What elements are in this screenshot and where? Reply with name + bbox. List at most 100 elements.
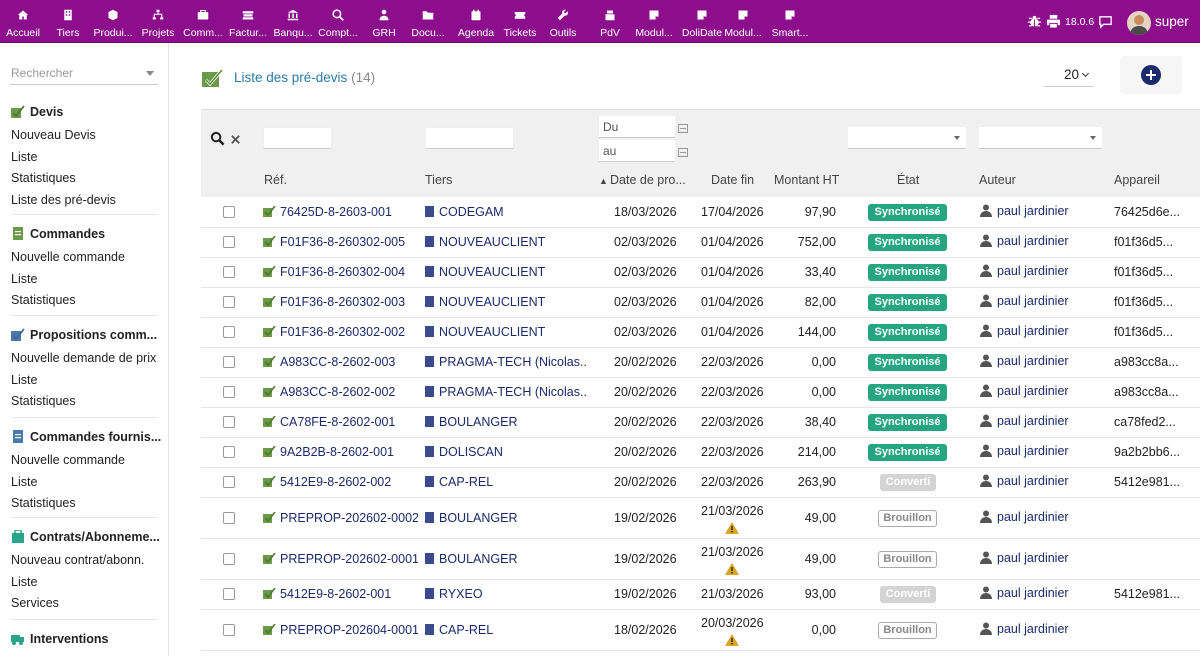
ref-link[interactable]: CA78FE-8-2602-001	[263, 415, 418, 429]
row-checkbox[interactable]	[223, 296, 235, 308]
sidebar-link[interactable]: Statistiques	[11, 171, 76, 186]
top-menu-item[interactable]: Banqu...	[272, 0, 314, 43]
col-header-tiers[interactable]: Tiers	[425, 173, 453, 187]
sidebar-section-title[interactable]: Devis	[11, 105, 63, 119]
top-menu-item[interactable]: Modul...	[633, 0, 675, 43]
sidebar-link[interactable]: Liste des pré-devis	[11, 192, 116, 207]
ref-link[interactable]: PREPROP-202604-0001	[263, 623, 418, 637]
tiers-link[interactable]: PRAGMA-TECH (Nicolas...	[425, 385, 588, 399]
top-menu-item[interactable]: GRH	[370, 0, 398, 43]
author-link[interactable]: paul jardinier	[980, 234, 1069, 248]
top-menu-item[interactable]: PdV	[592, 0, 628, 43]
top-menu-item[interactable]: DoliDate	[680, 0, 724, 43]
row-checkbox[interactable]	[223, 624, 235, 636]
sidebar-link[interactable]: Statistiques	[11, 496, 76, 511]
sidebar-search-select[interactable]: Rechercher	[10, 63, 158, 85]
ref-link[interactable]: PREPROP-202602-0001	[263, 552, 418, 566]
author-link[interactable]: paul jardinier	[980, 294, 1069, 308]
ref-link[interactable]: 9A2B2B-8-2602-001	[263, 445, 418, 459]
sidebar-link[interactable]: Liste	[11, 574, 38, 589]
ref-link[interactable]: F01F36-8-260302-002	[263, 325, 418, 339]
top-menu-item[interactable]: Tickets	[500, 0, 540, 43]
top-menu-item[interactable]: Docu...	[408, 0, 448, 43]
row-checkbox[interactable]	[223, 446, 235, 458]
tiers-link[interactable]: CODEGAM	[425, 205, 588, 219]
col-header-date-fin[interactable]: Date fin	[711, 173, 755, 187]
row-checkbox[interactable]	[223, 588, 235, 600]
tiers-link[interactable]: NOUVEAUCLIENT	[425, 295, 588, 309]
sidebar-link[interactable]: Nouveau contrat/abonn.	[11, 553, 145, 567]
tiers-link[interactable]: NOUVEAUCLIENT	[425, 265, 588, 279]
author-link[interactable]: paul jardinier	[980, 354, 1069, 368]
ref-link[interactable]: 5412E9-8-2602-001	[263, 587, 418, 601]
sidebar-section-title[interactable]: Interventions	[11, 632, 109, 646]
top-menu-item[interactable]: Accueil	[4, 0, 42, 43]
tiers-link[interactable]: NOUVEAUCLIENT	[425, 235, 588, 249]
sort-asc-icon[interactable]: ▲	[599, 176, 608, 186]
ref-link[interactable]: A983CC-8-2602-002	[263, 385, 418, 399]
col-header-montant[interactable]: Montant HT	[774, 173, 840, 187]
top-menu-item[interactable]: Agenda	[455, 0, 497, 43]
top-menu-item[interactable]: Produi...	[89, 0, 137, 43]
sidebar-link[interactable]: Nouvelle commande	[11, 453, 125, 467]
author-link[interactable]: paul jardinier	[980, 474, 1069, 488]
tiers-link[interactable]: DOLISCAN	[425, 445, 588, 459]
ref-filter-input[interactable]	[263, 127, 332, 149]
author-link[interactable]: paul jardinier	[980, 204, 1069, 218]
author-filter-select[interactable]	[979, 127, 1102, 149]
row-checkbox[interactable]	[223, 386, 235, 398]
author-link[interactable]: paul jardinier	[980, 414, 1069, 428]
tiers-link[interactable]: CAP-REL	[425, 475, 588, 489]
username[interactable]: super	[1155, 14, 1189, 29]
search-icon[interactable]	[210, 131, 225, 149]
top-menu-item[interactable]: Comm...	[182, 0, 224, 43]
tiers-link[interactable]: BOULANGER	[425, 552, 588, 566]
calendar-icon[interactable]	[678, 124, 688, 133]
row-checkbox[interactable]	[223, 416, 235, 428]
row-checkbox[interactable]	[223, 476, 235, 488]
ref-link[interactable]: 5412E9-8-2602-002	[263, 475, 418, 489]
author-link[interactable]: paul jardinier	[980, 622, 1069, 636]
author-link[interactable]: paul jardinier	[980, 324, 1069, 338]
sidebar-section-title[interactable]: Commandes	[11, 227, 105, 241]
sidebar-link[interactable]: Liste	[11, 271, 38, 286]
sidebar-section-title[interactable]: Commandes fournis...	[11, 430, 161, 444]
row-checkbox[interactable]	[223, 206, 235, 218]
row-checkbox[interactable]	[223, 236, 235, 248]
user-avatar[interactable]	[1127, 11, 1151, 35]
tiers-link[interactable]: NOUVEAUCLIENT	[425, 325, 588, 339]
author-link[interactable]: paul jardinier	[980, 510, 1069, 524]
ref-link[interactable]: A983CC-8-2602-003	[263, 355, 418, 369]
sidebar-link[interactable]: Liste	[11, 149, 38, 164]
ref-link[interactable]: 76425D-8-2603-001	[263, 205, 418, 219]
ref-link[interactable]: F01F36-8-260302-004	[263, 265, 418, 279]
author-link[interactable]: paul jardinier	[980, 551, 1069, 565]
row-checkbox[interactable]	[223, 266, 235, 278]
tiers-filter-input[interactable]	[425, 127, 514, 149]
top-menu-item[interactable]: Projets	[140, 0, 176, 43]
sidebar-link[interactable]: Nouvelle demande de prix	[11, 351, 157, 365]
sidebar-link[interactable]: Statistiques	[11, 293, 76, 308]
sidebar-link[interactable]: Statistiques	[11, 394, 76, 409]
tiers-link[interactable]: BOULANGER	[425, 415, 588, 429]
row-checkbox[interactable]	[223, 553, 235, 565]
top-menu-item[interactable]: Tiers	[50, 0, 86, 43]
row-checkbox[interactable]	[223, 326, 235, 338]
date-from-input[interactable]: Du	[599, 116, 675, 138]
ref-link[interactable]: F01F36-8-260302-005	[263, 235, 418, 249]
col-header-etat[interactable]: État	[897, 173, 920, 187]
tiers-link[interactable]: RYXEO	[425, 587, 588, 601]
row-checkbox[interactable]	[223, 512, 235, 524]
author-link[interactable]: paul jardinier	[980, 586, 1069, 600]
print-icon[interactable]	[1046, 14, 1061, 32]
chat-icon[interactable]	[1098, 14, 1113, 32]
clear-filter-icon[interactable]	[230, 133, 241, 148]
sidebar-section-title[interactable]: Propositions comm...	[11, 328, 157, 342]
tiers-link[interactable]: BOULANGER	[425, 511, 588, 525]
state-filter-select[interactable]	[848, 127, 966, 149]
calendar-icon[interactable]	[678, 148, 688, 157]
date-to-input[interactable]: au	[599, 140, 675, 162]
top-menu-item[interactable]: Compt...	[316, 0, 360, 43]
sidebar-link[interactable]: Nouvelle commande	[11, 250, 125, 264]
sidebar-link[interactable]: Services	[11, 596, 59, 611]
